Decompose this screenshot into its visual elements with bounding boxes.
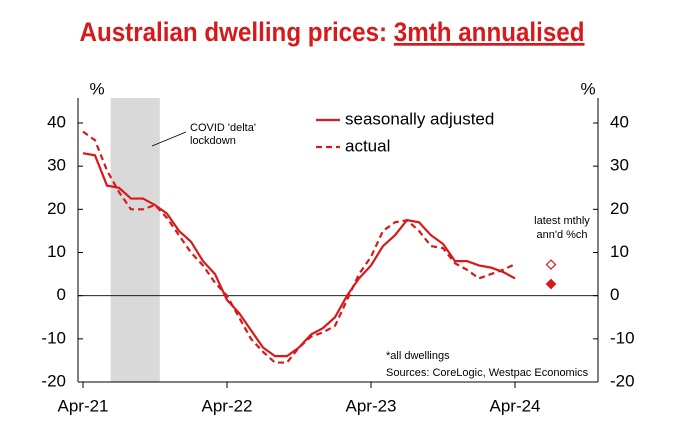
y-tick-label-left: 30 (47, 156, 66, 175)
y-tick-label-right: 20 (610, 199, 629, 218)
y-tick-label-left: -10 (41, 328, 66, 347)
x-tick-label: Apr-22 (201, 396, 252, 415)
y-tick-label-right: 0 (610, 285, 619, 304)
latest-marker (545, 278, 557, 290)
latest-label: latest mthly (534, 215, 590, 227)
y-unit-right: % (580, 79, 595, 98)
y-unit-left: % (89, 79, 104, 98)
title-underlined: 3mth annualised (394, 17, 585, 47)
lockdown-shade (110, 98, 160, 382)
x-tick-label: Apr-21 (57, 396, 108, 415)
y-tick-label-left: 10 (47, 242, 66, 261)
chart-title: Australian dwelling prices: 3mth annuali… (80, 17, 585, 47)
latest-marker (545, 259, 557, 270)
latest-label: ann'd %ch (536, 229, 587, 241)
y-tick-label-right: 40 (610, 112, 629, 131)
y-tick-label-left: 40 (47, 112, 66, 131)
legend-label: actual (345, 136, 390, 155)
y-tick-label-left: 0 (57, 285, 66, 304)
y-tick-label-right: 30 (610, 156, 629, 175)
shade-pointer (151, 131, 187, 147)
y-tick-label-left: -20 (41, 371, 66, 390)
shade-label: lockdown (190, 135, 236, 147)
shade-label: COVID 'delta' (190, 122, 256, 134)
y-tick-label-right: -20 (610, 371, 635, 390)
title-main: Australian dwelling prices: (80, 17, 394, 47)
footnote: *all dwellings (386, 350, 450, 362)
series-line (82, 152, 516, 358)
legend-label: seasonally adjusted (345, 109, 494, 128)
y-tick-label-right: -10 (610, 328, 635, 347)
y-tick-label-right: 10 (610, 242, 629, 261)
y-tick-label-left: 20 (47, 199, 66, 218)
x-tick-label: Apr-24 (489, 396, 540, 415)
x-tick-label: Apr-23 (345, 396, 396, 415)
series-line (82, 130, 516, 364)
footnote: Sources: CoreLogic, Westpac Economics (386, 367, 589, 379)
